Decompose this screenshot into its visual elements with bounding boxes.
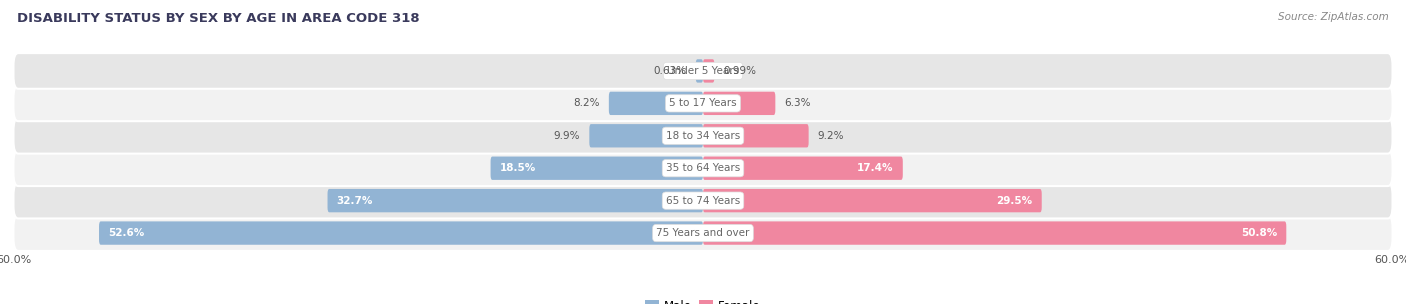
FancyBboxPatch shape — [609, 92, 703, 115]
Text: Under 5 Years: Under 5 Years — [666, 66, 740, 76]
FancyBboxPatch shape — [703, 189, 1042, 212]
Text: 6.3%: 6.3% — [785, 98, 811, 108]
FancyBboxPatch shape — [14, 215, 1392, 251]
Text: 8.2%: 8.2% — [574, 98, 599, 108]
Text: 0.99%: 0.99% — [724, 66, 756, 76]
Text: 9.2%: 9.2% — [818, 131, 845, 141]
FancyBboxPatch shape — [328, 189, 703, 212]
Text: 52.6%: 52.6% — [108, 228, 145, 238]
Text: 35 to 64 Years: 35 to 64 Years — [666, 163, 740, 173]
FancyBboxPatch shape — [14, 183, 1392, 219]
Text: 75 Years and over: 75 Years and over — [657, 228, 749, 238]
FancyBboxPatch shape — [14, 53, 1392, 89]
FancyBboxPatch shape — [703, 157, 903, 180]
Text: 9.9%: 9.9% — [554, 131, 581, 141]
FancyBboxPatch shape — [703, 92, 775, 115]
Text: 29.5%: 29.5% — [997, 196, 1032, 206]
FancyBboxPatch shape — [14, 85, 1392, 121]
FancyBboxPatch shape — [14, 150, 1392, 186]
FancyBboxPatch shape — [14, 118, 1392, 154]
FancyBboxPatch shape — [703, 221, 1286, 245]
Text: 50.8%: 50.8% — [1241, 228, 1277, 238]
Text: DISABILITY STATUS BY SEX BY AGE IN AREA CODE 318: DISABILITY STATUS BY SEX BY AGE IN AREA … — [17, 12, 419, 25]
Text: 65 to 74 Years: 65 to 74 Years — [666, 196, 740, 206]
FancyBboxPatch shape — [703, 124, 808, 147]
Text: Source: ZipAtlas.com: Source: ZipAtlas.com — [1278, 12, 1389, 22]
FancyBboxPatch shape — [703, 59, 714, 83]
FancyBboxPatch shape — [491, 157, 703, 180]
FancyBboxPatch shape — [98, 221, 703, 245]
FancyBboxPatch shape — [589, 124, 703, 147]
Text: 5 to 17 Years: 5 to 17 Years — [669, 98, 737, 108]
Text: 0.63%: 0.63% — [654, 66, 686, 76]
Text: 18 to 34 Years: 18 to 34 Years — [666, 131, 740, 141]
Text: 32.7%: 32.7% — [336, 196, 373, 206]
Text: 17.4%: 17.4% — [858, 163, 894, 173]
Text: 18.5%: 18.5% — [499, 163, 536, 173]
Legend: Male, Female: Male, Female — [641, 295, 765, 304]
FancyBboxPatch shape — [696, 59, 703, 83]
